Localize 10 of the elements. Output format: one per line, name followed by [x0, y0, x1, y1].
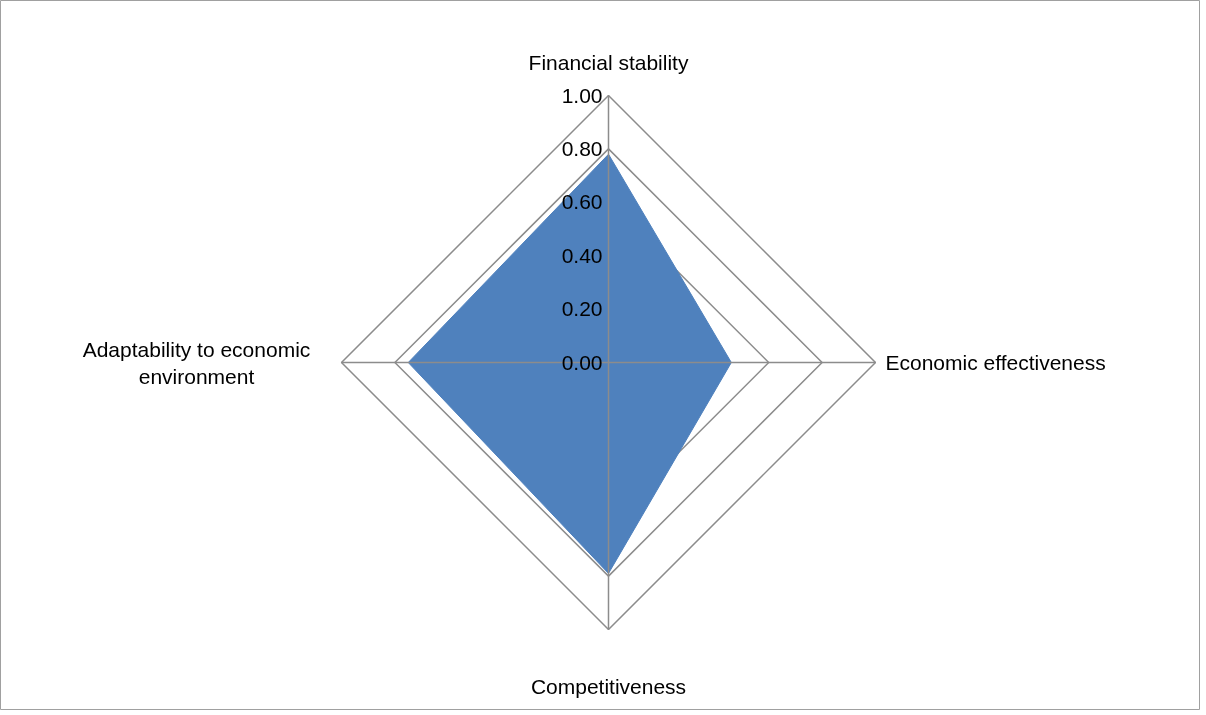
y-tick-label: 0.40	[561, 243, 603, 267]
y-tick-label: 0.00	[561, 350, 603, 374]
spoke-label: Competitiveness	[530, 674, 687, 698]
y-tick-label: 0.80	[561, 136, 603, 160]
spoke-label: Economic effectiveness	[885, 351, 1106, 374]
spoke-label: Financial stability	[528, 50, 689, 74]
spoke-label: Adaptability to economic environment	[82, 337, 311, 388]
y-tick-label: 0.60	[561, 190, 603, 214]
y-tick-label: 0.20	[561, 297, 603, 321]
y-tick-label: 1.00	[561, 83, 603, 107]
